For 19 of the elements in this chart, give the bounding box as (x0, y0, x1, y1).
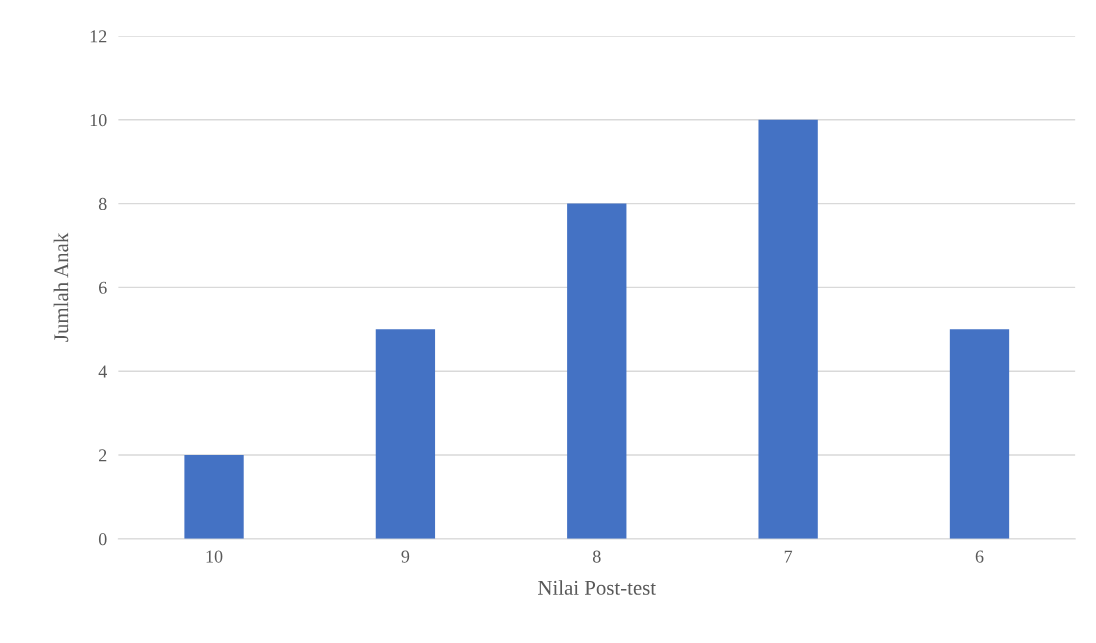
y-tick-label: 6 (99, 281, 107, 294)
y-tick-label: 0 (98, 533, 107, 546)
y-axis-title: Jumlah Anak (53, 232, 69, 342)
x-tick-label: 6 (975, 550, 984, 563)
y-tick-label: 8 (98, 197, 107, 211)
x-tick-label: 9 (401, 550, 410, 563)
x-tick-label: 7 (784, 550, 793, 563)
y-tick-label: 2 (99, 449, 107, 462)
bar (375, 329, 436, 539)
y-tick-label: 12 (90, 30, 107, 43)
bar (949, 329, 1010, 539)
bar (567, 203, 627, 539)
x-tick-label: 8 (592, 550, 601, 563)
bar (184, 455, 244, 539)
x-tick-label: 10 (206, 550, 223, 563)
bar (758, 119, 818, 539)
x-axis-title: Nilai Post-test (538, 580, 656, 595)
y-tick-label: 10 (90, 114, 107, 127)
y-tick-label: 4 (98, 365, 107, 378)
